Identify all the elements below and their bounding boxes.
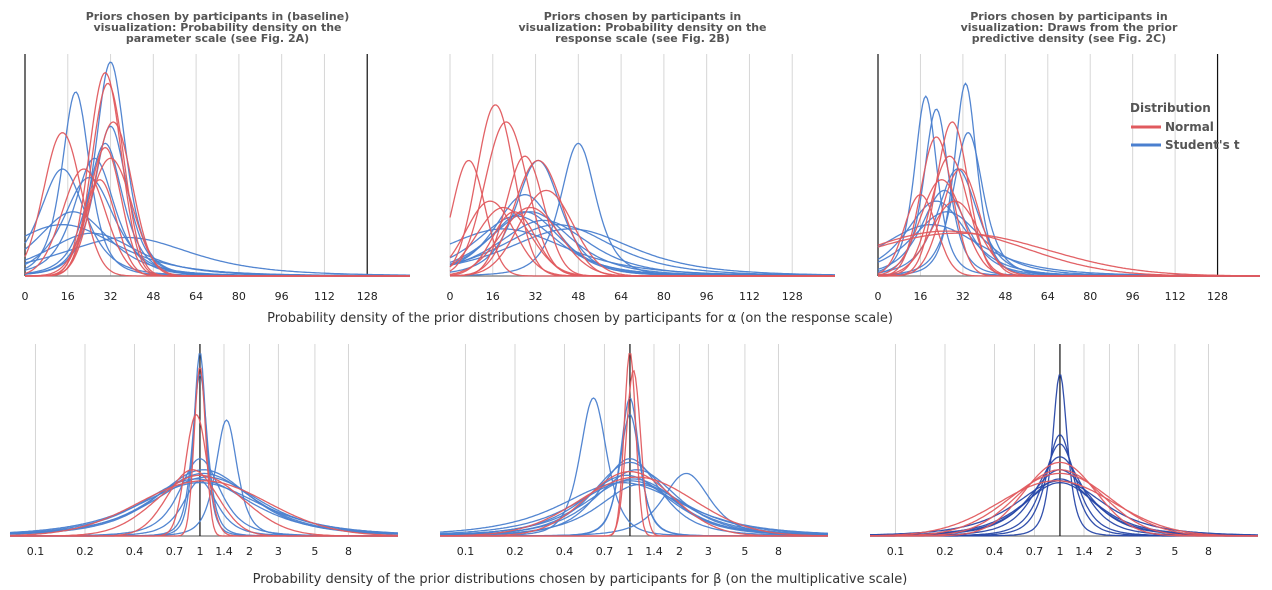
normal-prior-curve xyxy=(877,230,1260,277)
x-tick-label: 48 xyxy=(998,290,1012,303)
x-tick-label: 0.2 xyxy=(76,545,94,558)
legend: Distribution Normal Student's t xyxy=(1130,101,1240,152)
x-tick-label: 8 xyxy=(775,545,782,558)
x-tick-label: 0.2 xyxy=(506,545,524,558)
student-t-prior-curve xyxy=(440,458,828,537)
x-tick-label: 1.4 xyxy=(215,545,233,558)
x-tick-label: 64 xyxy=(1041,290,1055,303)
x-tick-label: 96 xyxy=(275,290,289,303)
x-tick-label: 48 xyxy=(571,290,585,303)
panel-title-line: visualization: Probability density on th… xyxy=(518,21,766,34)
x-tick-label: 1.4 xyxy=(1075,545,1093,558)
x-tick-label: 2 xyxy=(1106,545,1113,558)
x-tick-label: 5 xyxy=(741,545,748,558)
panel-beta-prior-predictive: 0.1 0.2 0.4 0.7 1 1.4 2 3 5 8 xyxy=(869,344,1258,558)
panel-alpha-baseline: 0 16 32 48 64 80 96 112 128 Priors chosen by part… xyxy=(22,10,410,303)
normal-prior-curve xyxy=(10,474,398,537)
x-tick-label: 1 xyxy=(626,545,633,558)
panel-title-line: response scale (see Fig. 2B) xyxy=(555,32,730,45)
normal-prior-curve xyxy=(869,472,1258,537)
x-tick-label: 48 xyxy=(146,290,160,303)
x-tick-label: 0.4 xyxy=(556,545,574,558)
x-tick-label: 96 xyxy=(700,290,714,303)
normal-prior-curve xyxy=(25,179,410,277)
x-tick-label: 16 xyxy=(61,290,75,303)
x-tick-label: 80 xyxy=(657,290,671,303)
x-tick-label: 0.7 xyxy=(166,545,184,558)
x-tick-label: 3 xyxy=(705,545,712,558)
normal-prior-curve xyxy=(870,480,1258,537)
x-tick-label: 0.4 xyxy=(986,545,1004,558)
x-tick-label: 112 xyxy=(1165,290,1186,303)
legend-normal-label: Normal xyxy=(1165,120,1214,134)
x-tick-label: 2 xyxy=(246,545,253,558)
panel-title-line: visualization: Probability density on th… xyxy=(93,21,341,34)
normal-prior-curve xyxy=(877,232,1260,277)
panel-title-line: Priors chosen by participants in xyxy=(544,10,741,23)
legend-student-t-label: Student's t xyxy=(1165,138,1240,152)
x-tick-label: 0.2 xyxy=(936,545,954,558)
beta-row-axis-label: Probability density of the prior distrib… xyxy=(253,572,908,586)
x-tick-label: 128 xyxy=(357,290,378,303)
panel-beta-response-scale: 0.1 0.2 0.4 0.7 1 1.4 2 3 5 8 xyxy=(439,344,829,558)
x-tick-label: 5 xyxy=(1171,545,1178,558)
student-t-prior-curve xyxy=(24,236,410,276)
normal-prior-curve xyxy=(449,206,835,277)
normal-prior-curve xyxy=(440,476,828,537)
x-tick-label: 1 xyxy=(1056,545,1063,558)
alpha-row-axis-label: Probability density of the prior distrib… xyxy=(267,311,893,326)
x-tick-label: 0.7 xyxy=(596,545,614,558)
x-tick-label: 32 xyxy=(956,290,970,303)
x-tick-label: 3 xyxy=(275,545,282,558)
x-tick-label: 80 xyxy=(232,290,246,303)
x-tick-label: 128 xyxy=(1207,290,1228,303)
panel-title-line: Priors chosen by participants in (baseli… xyxy=(86,10,350,23)
x-tick-label: 64 xyxy=(614,290,628,303)
x-tick-label: 0 xyxy=(875,290,882,303)
panel-title-line: visualization: Draws from the prior xyxy=(961,21,1178,34)
x-tick-label: 16 xyxy=(913,290,927,303)
x-tick-label: 16 xyxy=(486,290,500,303)
legend-title: Distribution xyxy=(1130,101,1211,115)
student-t-prior-curve xyxy=(440,483,829,536)
student-t-prior-curve xyxy=(439,480,829,535)
student-t-prior-curve xyxy=(439,481,829,534)
x-tick-label: 80 xyxy=(1083,290,1097,303)
x-tick-label: 0.1 xyxy=(457,545,475,558)
x-tick-label: 112 xyxy=(739,290,760,303)
student-t-prior-curve xyxy=(449,228,835,276)
x-tick-label: 5 xyxy=(311,545,318,558)
panel-title-line: Priors chosen by participants in xyxy=(970,10,1167,23)
x-tick-label: 1 xyxy=(196,545,203,558)
x-tick-label: 0 xyxy=(447,290,454,303)
normal-prior-curve xyxy=(870,469,1258,537)
x-tick-label: 96 xyxy=(1126,290,1140,303)
x-tick-label: 8 xyxy=(1205,545,1212,558)
normal-prior-curve xyxy=(10,480,398,537)
x-tick-label: 2 xyxy=(676,545,683,558)
panel-title-line: parameter scale (see Fig. 2A) xyxy=(126,32,309,45)
x-tick-label: 32 xyxy=(529,290,543,303)
panel-title-line: predictive density (see Fig. 2C) xyxy=(972,32,1166,45)
x-tick-label: 64 xyxy=(189,290,203,303)
x-tick-label: 3 xyxy=(1135,545,1142,558)
x-tick-label: 1.4 xyxy=(645,545,663,558)
panel-beta-baseline: 0.1 0.2 0.4 0.7 1 1.4 2 3 5 8 xyxy=(9,344,399,558)
x-tick-label: 112 xyxy=(314,290,335,303)
x-tick-label: 0 xyxy=(22,290,29,303)
panel-alpha-prior-predictive: 0 16 32 48 64 80 96 112 128 Priors chosen by part… xyxy=(875,10,1260,303)
x-tick-label: 8 xyxy=(345,545,352,558)
x-tick-label: 128 xyxy=(782,290,803,303)
x-tick-label: 0.1 xyxy=(887,545,905,558)
panel-alpha-response-scale: 0 16 32 48 64 80 96 112 128 Priors chosen by part… xyxy=(447,10,835,303)
normal-prior-curve xyxy=(440,470,828,537)
x-tick-label: 0.1 xyxy=(27,545,45,558)
x-tick-label: 0.4 xyxy=(126,545,144,558)
x-tick-label: 32 xyxy=(104,290,118,303)
x-tick-label: 0.7 xyxy=(1026,545,1044,558)
